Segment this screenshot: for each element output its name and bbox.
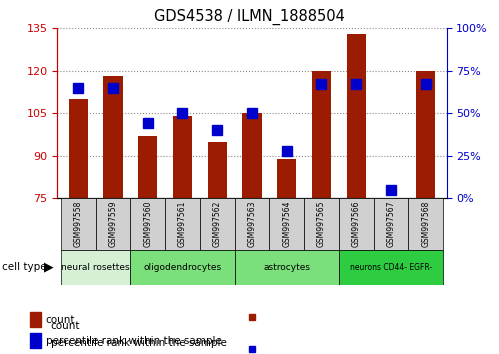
Text: GSM997561: GSM997561 — [178, 201, 187, 247]
Bar — [312, 71, 331, 198]
FancyBboxPatch shape — [130, 250, 235, 285]
Text: count: count — [50, 321, 80, 331]
Bar — [347, 34, 366, 198]
FancyBboxPatch shape — [200, 198, 235, 250]
FancyBboxPatch shape — [96, 198, 130, 250]
Text: GSM997567: GSM997567 — [387, 201, 396, 247]
Text: GSM997562: GSM997562 — [213, 201, 222, 247]
Text: count: count — [45, 315, 75, 325]
Bar — [138, 136, 157, 198]
Bar — [277, 159, 296, 198]
Text: astrocytes: astrocytes — [263, 263, 310, 272]
Text: GSM997564: GSM997564 — [282, 201, 291, 247]
Bar — [30, 333, 41, 348]
Text: GSM997566: GSM997566 — [352, 201, 361, 247]
Text: ▶: ▶ — [44, 261, 53, 274]
Bar — [30, 312, 41, 327]
Text: GSM997558: GSM997558 — [74, 201, 83, 247]
FancyBboxPatch shape — [61, 198, 96, 250]
Text: percentile rank within the sample: percentile rank within the sample — [45, 336, 222, 346]
FancyBboxPatch shape — [374, 198, 408, 250]
FancyBboxPatch shape — [235, 250, 339, 285]
FancyBboxPatch shape — [339, 198, 374, 250]
FancyBboxPatch shape — [130, 198, 165, 250]
FancyBboxPatch shape — [339, 250, 443, 285]
Text: cell type: cell type — [2, 262, 47, 272]
Text: GSM997568: GSM997568 — [421, 201, 430, 247]
FancyBboxPatch shape — [408, 198, 443, 250]
FancyBboxPatch shape — [269, 198, 304, 250]
Text: neurons CD44- EGFR-: neurons CD44- EGFR- — [350, 263, 432, 272]
Bar — [208, 142, 227, 198]
Text: percentile rank within the sample: percentile rank within the sample — [50, 338, 227, 348]
Text: GSM997563: GSM997563 — [248, 201, 256, 247]
Bar — [243, 113, 261, 198]
Text: GSM997560: GSM997560 — [143, 201, 152, 247]
Bar — [103, 76, 123, 198]
Text: oligodendrocytes: oligodendrocytes — [143, 263, 222, 272]
Bar — [173, 116, 192, 198]
Text: GSM997565: GSM997565 — [317, 201, 326, 247]
Bar — [69, 99, 88, 198]
FancyBboxPatch shape — [61, 250, 130, 285]
FancyBboxPatch shape — [304, 198, 339, 250]
FancyBboxPatch shape — [235, 198, 269, 250]
Text: neural rosettes: neural rosettes — [61, 263, 130, 272]
Bar — [416, 71, 435, 198]
Text: GDS4538 / ILMN_1888504: GDS4538 / ILMN_1888504 — [154, 9, 345, 25]
FancyBboxPatch shape — [165, 198, 200, 250]
Text: GSM997559: GSM997559 — [108, 201, 117, 247]
